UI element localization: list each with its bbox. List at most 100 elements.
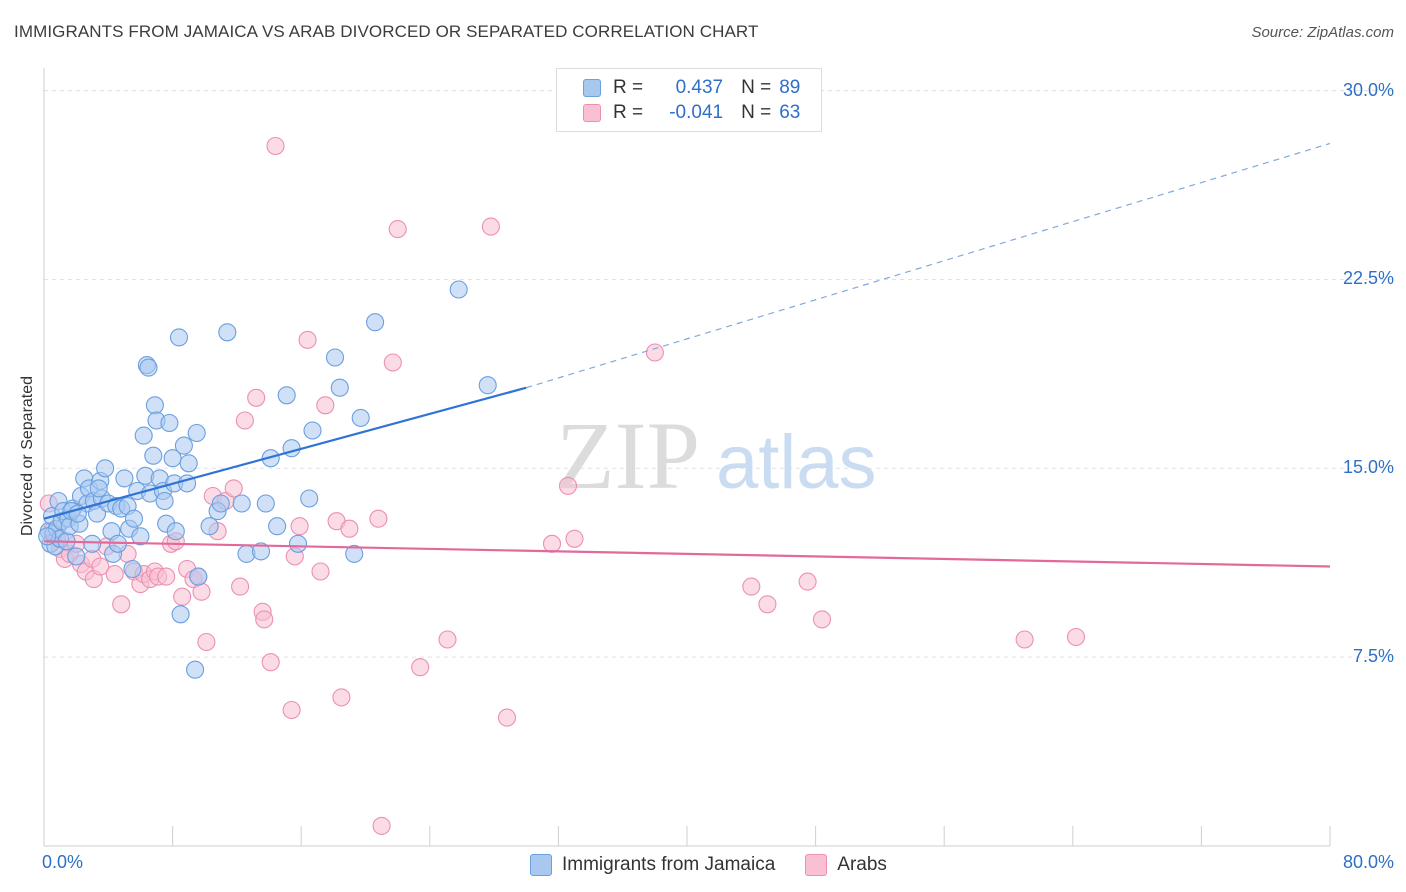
jamaica-point <box>171 605 190 624</box>
arabs-point <box>1015 630 1034 649</box>
arabs-point <box>282 700 301 720</box>
legend-r-value: 0.437 <box>675 77 724 98</box>
legend-row-jamaica: R = 0.437 N = 89 <box>583 76 800 100</box>
legend-n-label: N = <box>741 77 772 98</box>
jamaica-point <box>256 494 275 513</box>
arabs-point <box>383 353 402 372</box>
arabs-point <box>192 582 211 601</box>
legend-n-label: N = <box>741 102 772 123</box>
arabs-point <box>247 388 266 407</box>
jamaica-point <box>169 328 189 347</box>
arabs-point <box>255 610 274 629</box>
jamaica-point <box>200 517 219 536</box>
arabs-point <box>290 517 309 536</box>
arabs-point <box>231 577 250 596</box>
arabs-point <box>565 529 584 548</box>
y-tick-label: 15.0% <box>1342 457 1394 478</box>
watermark-atlas: atlas <box>716 420 877 505</box>
jamaica-point <box>174 436 193 455</box>
arabs-point <box>558 476 578 495</box>
jamaica-point <box>449 280 468 299</box>
jamaica-point <box>89 479 108 498</box>
arabs-point <box>758 595 777 614</box>
grid-lines <box>44 90 1394 658</box>
arabs-point <box>369 509 388 528</box>
correlation-legend: R = 0.437 N = 89 R = -0.041 N = 63 <box>556 68 822 132</box>
arabs-point <box>266 136 285 156</box>
legend-swatch-arabs <box>583 104 601 122</box>
series-legend-arabs: Arabs <box>805 854 887 876</box>
jamaica-point <box>218 323 237 342</box>
legend-r-label: R = <box>613 77 644 98</box>
arabs-point <box>742 577 761 596</box>
jamaica-point <box>268 517 287 536</box>
legend-row-arabs: R = -0.041 N = 63 <box>583 101 800 125</box>
jamaica-point <box>366 313 385 332</box>
jamaica-point <box>330 378 349 397</box>
jamaica-point <box>123 559 142 579</box>
legend-swatch-jamaica <box>583 79 601 97</box>
jamaica-point <box>124 509 144 528</box>
arabs-point <box>798 572 817 591</box>
jamaica-point <box>67 547 86 566</box>
jamaica-point <box>211 494 230 513</box>
jamaica-point <box>115 469 134 488</box>
jamaica-point <box>83 534 102 553</box>
chart-title: IMMIGRANTS FROM JAMAICA VS ARAB DIVORCED… <box>14 22 759 41</box>
jamaica-point <box>187 423 206 443</box>
jamaica-point <box>478 376 497 395</box>
arabs-point <box>298 330 317 349</box>
jamaica-point <box>345 544 364 563</box>
legend-n-value: 89 <box>779 77 801 98</box>
jamaica-point <box>155 491 174 511</box>
y-axis-label: Divorced or Separated <box>19 375 36 537</box>
arabs-point <box>112 595 131 614</box>
arabs-point <box>197 632 216 652</box>
series-label-jamaica: Immigrants from Jamaica <box>562 854 776 875</box>
series-arabs-points <box>39 136 1086 835</box>
arabs-point <box>105 565 124 584</box>
arabs-point <box>481 217 500 236</box>
watermark-zip: ZIP <box>556 402 700 509</box>
jamaica-point <box>139 358 158 377</box>
jamaica-point <box>131 527 150 546</box>
series-legend: Immigrants from Jamaica Arabs <box>530 852 917 878</box>
arabs-point <box>388 220 407 239</box>
jamaica-point <box>251 542 271 561</box>
jamaica-point <box>145 396 164 415</box>
series-label-arabs: Arabs <box>837 854 887 875</box>
jamaica-point <box>303 421 322 440</box>
x-tick-label: 0.0% <box>42 852 84 872</box>
arabs-point <box>411 658 430 677</box>
arabs-point <box>372 816 391 835</box>
jamaica-point <box>232 494 251 513</box>
arabs-point <box>497 708 517 727</box>
series-swatch-arabs <box>805 854 828 876</box>
jamaica-point <box>300 489 319 508</box>
arabs-point <box>235 411 254 430</box>
trend-line-jamaica <box>43 386 527 520</box>
arabs-point <box>340 519 359 538</box>
jamaica-point <box>134 426 153 445</box>
jamaica-point <box>189 567 208 586</box>
arabs-point <box>311 562 330 581</box>
arabs-point <box>224 479 243 498</box>
arabs-point <box>1066 627 1086 647</box>
arabs-point <box>316 396 335 415</box>
x-tick-label: 80.0% <box>1342 852 1394 872</box>
jamaica-point <box>325 348 345 367</box>
arabs-point <box>157 567 176 586</box>
series-legend-jamaica: Immigrants from Jamaica <box>530 854 775 876</box>
jamaica-point <box>186 660 205 679</box>
legend-r-label: R = <box>613 102 644 123</box>
trend-line-arabs <box>43 540 1331 568</box>
arabs-point <box>812 610 832 629</box>
watermark: ZIP atlas <box>556 402 877 509</box>
y-tick-label: 7.5% <box>1352 646 1394 667</box>
jamaica-point <box>160 413 179 433</box>
jamaica-point <box>351 408 370 427</box>
axes <box>43 68 1331 847</box>
jamaica-point <box>166 522 185 541</box>
jamaica-point <box>179 454 198 473</box>
